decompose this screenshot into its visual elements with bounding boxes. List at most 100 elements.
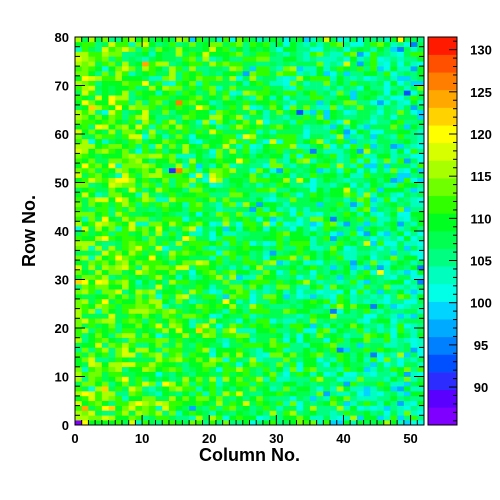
heatmap-cell: [323, 366, 331, 372]
heatmap-cell: [403, 260, 411, 266]
heatmap-cell: [182, 328, 190, 334]
heatmap-cell: [397, 294, 405, 300]
heatmap-cell: [289, 197, 297, 203]
heatmap-cell: [155, 391, 163, 397]
heatmap-cell: [249, 134, 257, 140]
heatmap-cell: [283, 231, 291, 237]
heatmap-cell: [142, 187, 150, 193]
heatmap-cell: [182, 245, 190, 251]
heatmap-cell: [215, 410, 223, 416]
heatmap-cell: [155, 274, 163, 280]
heatmap-cell: [383, 75, 391, 81]
heatmap-cell: [195, 337, 203, 343]
heatmap-cell: [81, 143, 89, 149]
heatmap-cell: [215, 129, 223, 135]
heatmap-cell: [343, 337, 351, 343]
heatmap-cell: [289, 70, 297, 77]
heatmap-cell: [283, 80, 291, 86]
heatmap-cell: [175, 376, 183, 382]
heatmap-cell: [229, 289, 237, 295]
heatmap-cell: [189, 46, 197, 52]
heatmap-cell: [135, 221, 143, 227]
heatmap-cell: [135, 415, 143, 421]
heatmap-cell: [115, 51, 123, 57]
heatmap-cell: [383, 158, 391, 164]
heatmap-cell: [417, 415, 425, 421]
heatmap-cell: [309, 386, 317, 392]
heatmap-cell: [350, 61, 358, 67]
heatmap-cell: [296, 318, 304, 324]
heatmap-cell: [303, 410, 311, 416]
heatmap-cell: [236, 294, 244, 300]
heatmap-cell: [350, 303, 358, 309]
heatmap-cell: [417, 119, 425, 125]
heatmap-cell: [356, 260, 364, 266]
heatmap-cell: [397, 347, 405, 353]
heatmap-cell: [135, 104, 143, 111]
heatmap-cell: [242, 80, 250, 86]
heatmap-cell: [168, 245, 176, 251]
heatmap-cell: [236, 318, 244, 324]
heatmap-cell: [215, 323, 223, 329]
heatmap-cell: [403, 148, 411, 154]
heatmap-cell: [336, 376, 344, 382]
heatmap-cell: [336, 70, 344, 77]
heatmap-cell: [222, 395, 230, 402]
heatmap-cell: [417, 313, 425, 319]
heatmap-cell: [256, 405, 264, 411]
heatmap-cell: [229, 269, 237, 275]
heatmap-cell: [209, 206, 217, 212]
heatmap-cell: [417, 371, 425, 377]
heatmap-cell: [383, 85, 391, 91]
heatmap-cell: [410, 395, 418, 402]
heatmap-cell: [162, 337, 170, 343]
heatmap-cell: [182, 182, 190, 188]
heatmap-cell: [81, 187, 89, 193]
heatmap-cell: [276, 129, 284, 135]
heatmap-cell: [269, 37, 277, 43]
heatmap-cell: [182, 143, 190, 149]
heatmap-cell: [236, 308, 244, 314]
heatmap-cell: [81, 192, 89, 198]
heatmap-cell: [175, 129, 183, 135]
heatmap-cell: [390, 386, 398, 392]
heatmap-cell: [148, 279, 156, 285]
heatmap-cell: [356, 235, 364, 241]
heatmap-cell: [115, 386, 123, 392]
heatmap-cell: [121, 298, 129, 305]
heatmap-cell: [316, 187, 324, 193]
heatmap-cell: [370, 197, 378, 203]
heatmap-cell: [309, 294, 317, 300]
heatmap-cell: [121, 420, 129, 426]
heatmap-cell: [81, 66, 89, 72]
heatmap-cell: [303, 167, 311, 174]
heatmap-cell: [135, 187, 143, 193]
heatmap-cell: [121, 129, 129, 135]
colorbar-segment: [428, 125, 457, 144]
heatmap-cell: [81, 332, 89, 338]
heatmap-cell: [323, 192, 331, 198]
heatmap-cell: [343, 260, 351, 266]
heatmap-cell: [128, 182, 136, 188]
heatmap-cell: [350, 201, 358, 208]
heatmap-cell: [370, 240, 378, 246]
heatmap-cell: [363, 143, 371, 149]
heatmap-cell: [417, 303, 425, 309]
colorbar-segment: [428, 301, 457, 320]
heatmap-cell: [309, 182, 317, 188]
heatmap-cell: [390, 231, 398, 237]
heatmap-cell: [175, 274, 183, 280]
heatmap-cell: [108, 255, 116, 261]
heatmap-cell: [390, 235, 398, 241]
heatmap-cell: [242, 313, 250, 319]
heatmap-cell: [262, 260, 270, 266]
heatmap-cell: [262, 95, 270, 101]
heatmap-cell: [289, 182, 297, 188]
heatmap-cell: [383, 250, 391, 256]
heatmap-cell: [189, 405, 197, 411]
heatmap-cell: [175, 187, 183, 193]
heatmap-cell: [323, 420, 331, 426]
heatmap-cell: [289, 313, 297, 319]
heatmap-cell: [155, 294, 163, 300]
heatmap-cell: [323, 415, 331, 421]
